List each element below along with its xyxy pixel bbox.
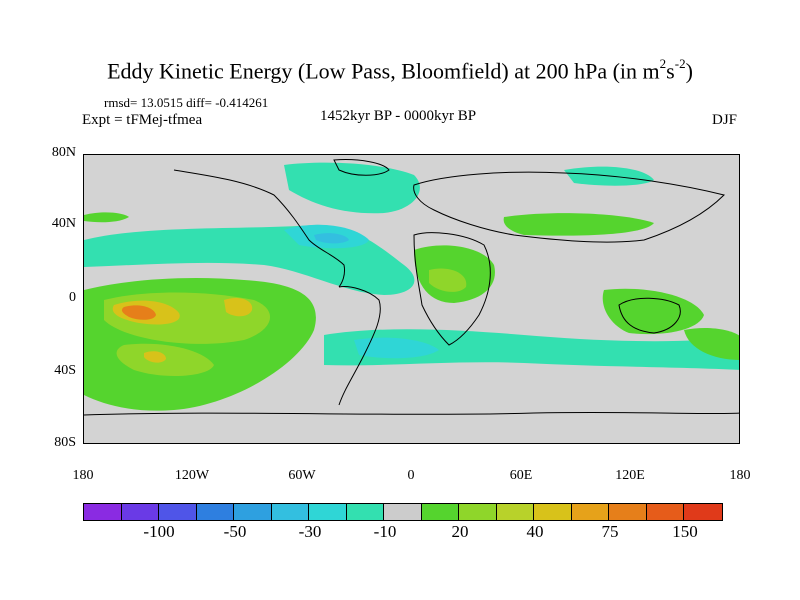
- contour-yellow-sp3: [144, 351, 166, 363]
- colorbar-label-minus100: -100: [143, 522, 175, 541]
- colorbar-label-minus10: -10: [373, 522, 397, 541]
- stats-text: rmsd= 13.0515 diff= -0.414261: [104, 95, 269, 110]
- lon-tick-180w: 180: [72, 468, 94, 483]
- lat-tick-0: 0: [69, 290, 76, 305]
- contour-lightgreen-africa: [429, 268, 467, 292]
- contour-green-sw-pac: [684, 328, 739, 360]
- experiment-label: Expt = tFMej-tfmea: [82, 112, 203, 128]
- colorbar-swatch: [646, 504, 684, 520]
- colorbar-swatch: [234, 504, 272, 520]
- coast-antarctica: [84, 411, 739, 416]
- colorbar-swatch: [309, 504, 347, 520]
- colorbar-swatch: [384, 504, 422, 520]
- colorbar-swatch: [84, 504, 122, 520]
- contour-map: [84, 155, 739, 443]
- colorbar-swatch: [159, 504, 197, 520]
- coast-africa: [413, 232, 491, 346]
- season-label: DJF: [712, 112, 738, 128]
- lon-tick-180e: 180: [729, 468, 751, 483]
- coastlines: [84, 159, 739, 416]
- colorbar-swatch: [421, 504, 459, 520]
- colorbar-swatch: [346, 504, 384, 520]
- contour-cyan-natl: [284, 162, 420, 214]
- lat-tick-80n: 80N: [51, 145, 76, 160]
- colorbar-label-150: 150: [672, 522, 698, 541]
- coast-north-america: [173, 169, 345, 288]
- lon-tick-0: 0: [407, 468, 415, 483]
- colorbar-swatch: [571, 504, 609, 520]
- colorbar-swatch: [684, 504, 722, 520]
- lon-tick-120w: 120W: [174, 468, 210, 483]
- map-title: Eddy Kinetic Energy (Low Pass, Bloomfiel…: [107, 56, 693, 84]
- coast-eurasia: [413, 171, 725, 243]
- contour-orange-sp: [121, 305, 156, 320]
- contour-green-np: [84, 212, 129, 223]
- coast-greenland: [333, 159, 390, 176]
- colorbar-swatch: [534, 504, 572, 520]
- lat-tick-40n: 40N: [51, 216, 76, 231]
- contour-teal-so: [354, 337, 439, 359]
- colorbar: [83, 503, 723, 521]
- lon-tick-120e: 120E: [615, 468, 645, 483]
- colorbar-swatch: [121, 504, 159, 520]
- colorbar-label-20: 20: [451, 522, 469, 541]
- lon-tick-60e: 60E: [509, 468, 533, 483]
- map-panel: [83, 154, 740, 444]
- period-label: 1452kyr BP - 0000kyr BP: [320, 108, 477, 124]
- colorbar-swatch: [196, 504, 234, 520]
- colorbar-label-75: 75: [601, 522, 619, 541]
- colorbar-label-40: 40: [526, 522, 544, 541]
- lat-tick-80s: 80S: [54, 435, 76, 450]
- contour-blue-np: [314, 233, 349, 244]
- contour-green-nafrica: [503, 213, 654, 236]
- contour-yellow-sp2: [224, 298, 253, 317]
- coast-south-america: [338, 286, 381, 406]
- colorbar-swatch: [459, 504, 497, 520]
- lat-tick-40s: 40S: [54, 363, 76, 378]
- colorbar-swatch: [271, 504, 309, 520]
- lon-tick-60w: 60W: [288, 468, 316, 483]
- colorbar-label-minus30: -30: [298, 522, 322, 541]
- colorbar-label-minus50: -50: [223, 522, 247, 541]
- colorbar-swatch: [609, 504, 647, 520]
- colorbar-swatch: [496, 504, 534, 520]
- coast-australia: [618, 297, 681, 334]
- contour-cyan-so: [324, 329, 739, 370]
